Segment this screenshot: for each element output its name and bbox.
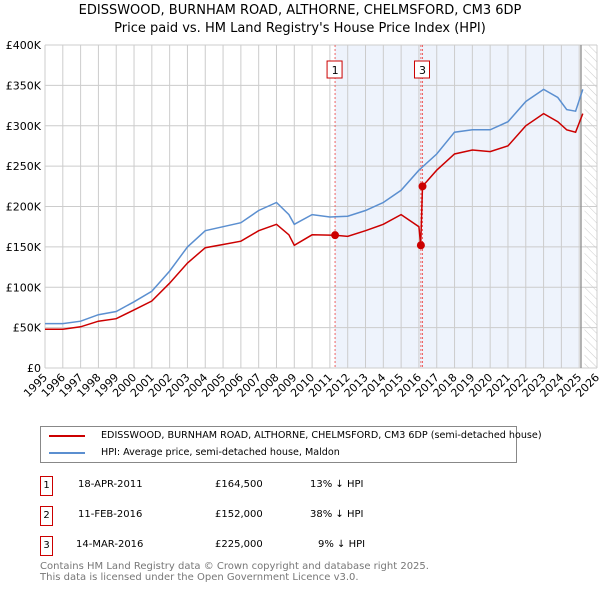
footer-line-2: This data is licensed under the Open Gov… <box>40 572 359 583</box>
sale-point <box>331 231 340 240</box>
legend-property: EDISSWOOD, BURNHAM ROAD, ALTHORNE, CHELM… <box>101 430 542 441</box>
transaction-row: 2 11-FEB-2016 £152,000 38% ↓ HPI <box>40 506 440 526</box>
transaction-hpi: 13% ↓ HPI <box>310 479 364 490</box>
y-tick-label: £50K <box>13 322 42 335</box>
price-chart: 1995199619971998199920002001200220032004… <box>6 39 600 400</box>
y-tick-label: £200K <box>6 201 42 214</box>
legend-red-line <box>49 434 85 437</box>
transaction-number: 3 <box>40 536 53 556</box>
footer: Contains HM Land Registry data © Crown c… <box>40 561 429 583</box>
chart-subtitle: Price paid vs. HM Land Registry's House … <box>114 21 486 36</box>
transaction-date: 18-APR-2011 <box>78 479 143 490</box>
transaction-hpi: 9% ↓ HPI <box>318 539 366 550</box>
y-tick-label: £100K <box>6 281 42 294</box>
transaction-number: 1 <box>40 476 53 496</box>
price-paid-line <box>45 112 584 330</box>
sale-label-box <box>326 60 343 79</box>
transaction-row: 1 18-APR-2011 £164,500 13% ↓ HPI <box>40 476 440 496</box>
sale-label: 3 <box>419 64 426 77</box>
y-tick-label: £150K <box>6 241 42 254</box>
transaction-date: 14-MAR-2016 <box>76 539 144 550</box>
transaction-date: 11-FEB-2016 <box>78 509 143 520</box>
y-tick-label: £400K <box>6 39 42 52</box>
footer-line-1: Contains HM Land Registry data © Crown c… <box>40 561 429 572</box>
transaction-price: £152,000 <box>215 509 263 520</box>
hpi-line <box>45 88 584 325</box>
sale-point <box>418 182 427 191</box>
y-tick-label: £250K <box>6 160 42 173</box>
sale-label: 1 <box>332 64 339 77</box>
transaction-price: £164,500 <box>215 479 263 490</box>
legend-blue-line <box>49 451 85 454</box>
legend-hpi: HPI: Average price, semi-detached house,… <box>101 447 340 458</box>
sale-point <box>416 241 425 250</box>
sale-label-box <box>413 60 430 79</box>
y-tick-label: £300K <box>6 120 42 133</box>
y-tick-label: £0 <box>27 362 41 375</box>
transaction-hpi: 38% ↓ HPI <box>310 509 364 520</box>
chart-title: EDISSWOOD, BURNHAM ROAD, ALTHORNE, CHELM… <box>78 3 522 18</box>
transaction-number: 2 <box>40 506 53 526</box>
legend: EDISSWOOD, BURNHAM ROAD, ALTHORNE, CHELM… <box>40 426 542 463</box>
y-tick-label: £350K <box>6 79 42 92</box>
transaction-row: 3 14-MAR-2016 £225,000 9% ↓ HPI <box>40 536 440 556</box>
transaction-price: £225,000 <box>215 539 263 550</box>
